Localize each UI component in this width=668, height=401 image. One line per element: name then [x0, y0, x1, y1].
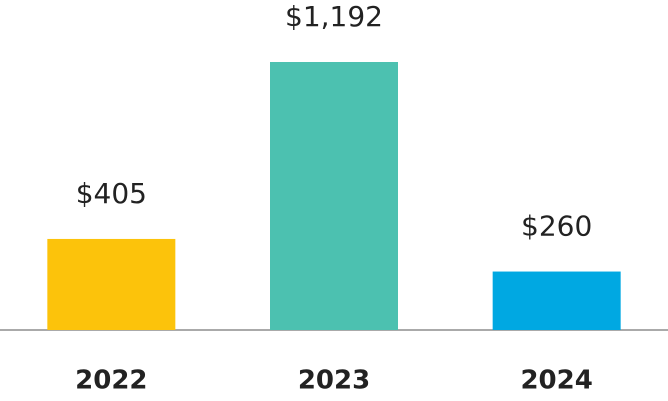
bar — [270, 62, 398, 330]
x-tick-label: 2024 — [520, 366, 592, 396]
value-label: $405 — [76, 177, 147, 210]
x-tick-label: 2022 — [75, 366, 147, 396]
x-tick-label: 2023 — [298, 366, 370, 396]
value-label: $1,192 — [285, 0, 383, 33]
bar — [47, 238, 176, 330]
value-label: $260 — [521, 210, 592, 243]
bar — [492, 271, 621, 330]
